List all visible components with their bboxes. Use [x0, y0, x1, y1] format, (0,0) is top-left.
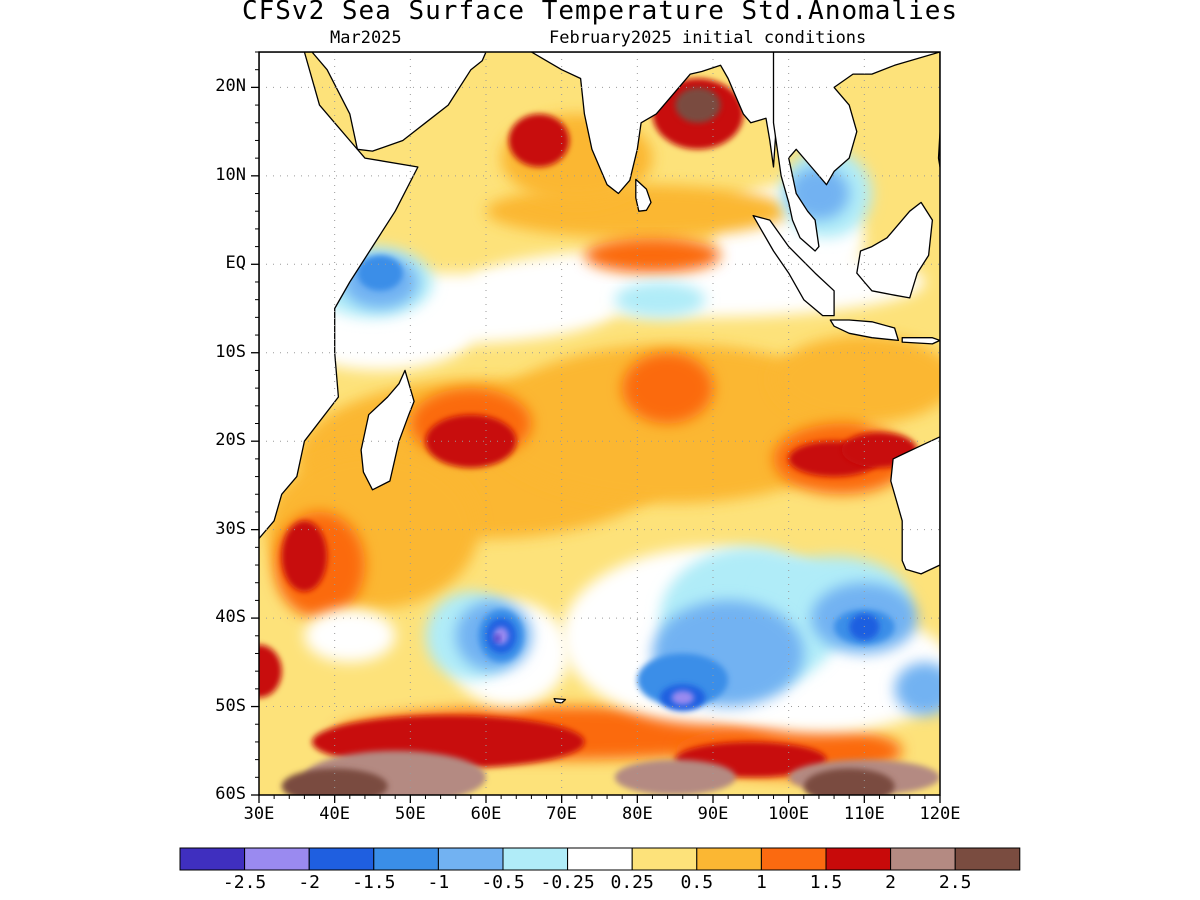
anomaly-blob-47 [894, 662, 940, 716]
colorbar-swatch-0 [179, 847, 246, 871]
land-borneo [856, 201, 934, 299]
land-java [829, 319, 900, 342]
anomaly-blob-18 [281, 520, 328, 592]
lat-label: EQ [225, 253, 246, 274]
colorbar-swatch-8 [696, 847, 762, 871]
anomaly-blob-51 [357, 255, 403, 291]
colorbar [179, 847, 1021, 871]
colorbar-label: -1.5 [352, 872, 396, 893]
land-madagascar [360, 369, 415, 491]
grid-lines [259, 52, 940, 795]
land-africa [259, 52, 419, 540]
lon-label: 60E [470, 804, 502, 824]
lon-label: 30E [243, 804, 275, 824]
lon-label: 100E [768, 804, 810, 824]
colorbar-label: 1 [755, 872, 767, 893]
anomaly-blob-29 [803, 768, 895, 795]
lon-label: 110E [843, 804, 885, 824]
lat-label: 20N [215, 76, 246, 97]
colorbar-swatch-3 [373, 847, 439, 871]
colorbar-label: -2.5 [222, 872, 267, 893]
anomaly-blob-26 [614, 759, 736, 795]
colorbar-label: 0.25 [610, 872, 654, 893]
anomaly-blob-22 [508, 114, 570, 167]
anomaly-blob-34 [304, 609, 396, 663]
anomaly-blob-15 [584, 237, 721, 274]
anomaly-blob-19 [259, 644, 282, 698]
land-india [530, 52, 782, 195]
axis-ticks [251, 51, 941, 803]
anomaly-blob-4 [486, 343, 865, 504]
anomaly-blob-57 [494, 634, 501, 642]
lon-label: 90E [697, 804, 729, 824]
anomaly-blob-55 [671, 690, 694, 705]
colorbar-swatch-2 [308, 847, 375, 871]
initial-conditions: February2025 initial conditions [549, 28, 867, 48]
anomaly-blob-10 [622, 352, 713, 424]
land-sumatra [752, 214, 835, 317]
colorbar-label: -1 [427, 872, 450, 893]
anomaly-blob-28 [281, 768, 388, 795]
colorbar-label: 2 [885, 872, 897, 893]
colorbar-label: -0.25 [540, 872, 595, 893]
colorbar-swatch-9 [760, 847, 827, 871]
colorbar-swatch-12 [954, 847, 1021, 871]
colorbar-swatch-4 [437, 847, 504, 871]
colorbar-label: 1.5 [809, 872, 843, 893]
land-mask [259, 52, 940, 704]
land-australia [890, 436, 940, 575]
lon-label: 70E [546, 804, 578, 824]
lat-label: 20S [215, 430, 246, 451]
colorbar-label: -0.5 [481, 872, 525, 893]
lat-label: 30S [215, 518, 246, 539]
lat-label: 10N [215, 164, 246, 185]
colorbar-label: -2 [298, 872, 321, 893]
colorbar-swatch-1 [244, 847, 310, 871]
anomaly-blob-16 [425, 414, 517, 468]
anomaly-blob-41 [614, 282, 706, 318]
lat-label: 40S [215, 607, 246, 628]
anomaly-blob-8 [773, 335, 940, 424]
anomaly-blob-30 [675, 87, 721, 123]
colorbar-swatch-10 [825, 847, 892, 871]
colorbar-swatch-11 [890, 847, 956, 871]
chart-title: CFSv2 Sea Surface Temperature Std.Anomal… [241, 0, 959, 26]
land-arabia [303, 52, 487, 152]
colorbar-swatch-6 [567, 847, 633, 871]
land-sri-lanka [635, 178, 652, 212]
forecast-month: Mar2025 [330, 28, 402, 48]
lon-label: 40E [319, 804, 351, 824]
land-indochina [772, 52, 940, 252]
colorbar-label: 2.5 [938, 872, 972, 893]
land-lesser-sunda [901, 337, 940, 345]
lat-label: 50S [215, 695, 246, 716]
lon-label: 120E [919, 804, 961, 824]
anomaly-blob-48 [637, 653, 729, 707]
colorbar-label: 0.5 [680, 872, 714, 893]
lat-label: 10S [215, 341, 246, 362]
lon-label: 80E [621, 804, 653, 824]
lat-label: 60S [215, 784, 246, 804]
colorbar-swatch-7 [631, 847, 698, 871]
lon-label: 50E [394, 804, 426, 824]
colorbar-swatch-5 [502, 847, 569, 871]
